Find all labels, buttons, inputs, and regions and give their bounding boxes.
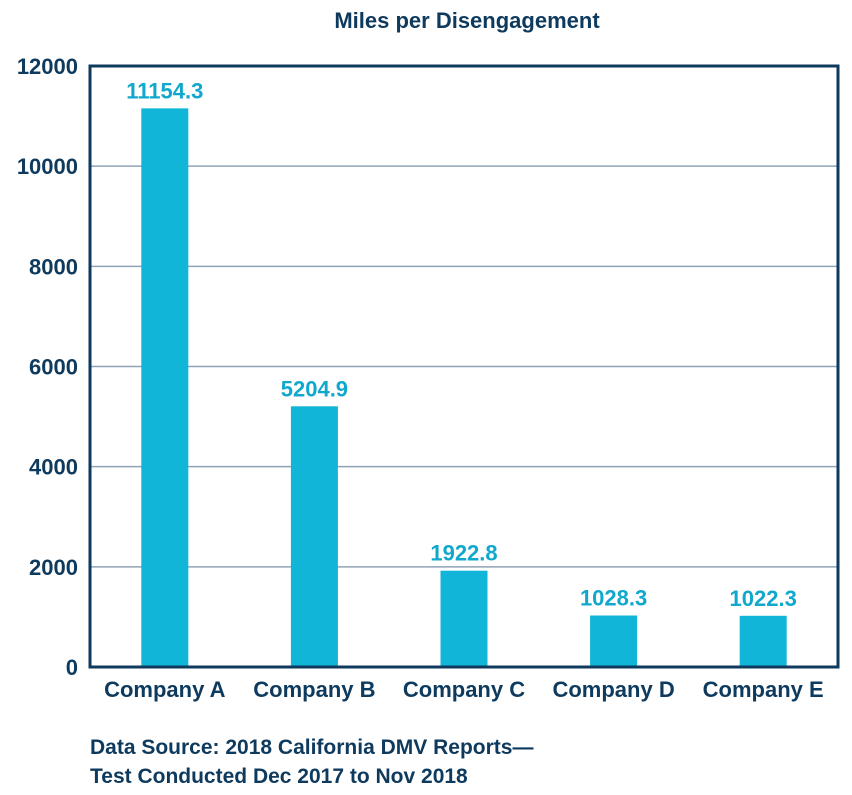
- bar: [739, 615, 787, 667]
- data-label: 1922.8: [430, 541, 497, 566]
- data-source-note: Data Source: 2018 California DMV Reports…: [90, 733, 533, 791]
- y-tick-label: 8000: [29, 254, 78, 279]
- x-category-label: Company E: [703, 677, 824, 702]
- x-axis-category-labels: Company A Company B Company C Company D Comp…: [104, 677, 824, 702]
- y-tick-label: 12000: [17, 54, 78, 79]
- grid-lines: [90, 165, 838, 568]
- data-label: 1028.3: [580, 585, 647, 610]
- y-tick-label: 2000: [29, 555, 78, 580]
- data-label: 11154.3: [126, 78, 203, 103]
- data-source-line-1: Data Source: 2018 California DMV Reports…: [90, 736, 534, 759]
- data-label: 5204.9: [281, 376, 348, 401]
- y-tick-label: 4000: [29, 455, 78, 480]
- y-tick-label: 6000: [29, 355, 78, 380]
- y-axis-tick-labels: 0 2000 4000 6000 8000 10000 12000: [17, 54, 78, 680]
- data-label: 1022.3: [730, 586, 797, 611]
- y-tick-label: 10000: [17, 154, 78, 179]
- x-category-label: Company C: [403, 677, 525, 702]
- data-labels: 11154.3 5204.9 1922.8 1028.3 1022.3: [126, 78, 797, 610]
- chart-title: Miles per Disengagement: [334, 8, 600, 33]
- x-category-label: Company A: [104, 677, 226, 702]
- bar: [141, 108, 189, 668]
- x-category-label: Company D: [552, 677, 674, 702]
- bar: [290, 406, 338, 667]
- y-tick-label: 0: [66, 655, 78, 680]
- bars: [141, 108, 787, 668]
- data-source-line-2: Test Conducted Dec 2017 to Nov 2018: [90, 765, 468, 788]
- bar: [590, 615, 638, 667]
- bar: [440, 570, 488, 667]
- x-category-label: Company B: [253, 677, 375, 702]
- plot-frame: [88, 64, 840, 669]
